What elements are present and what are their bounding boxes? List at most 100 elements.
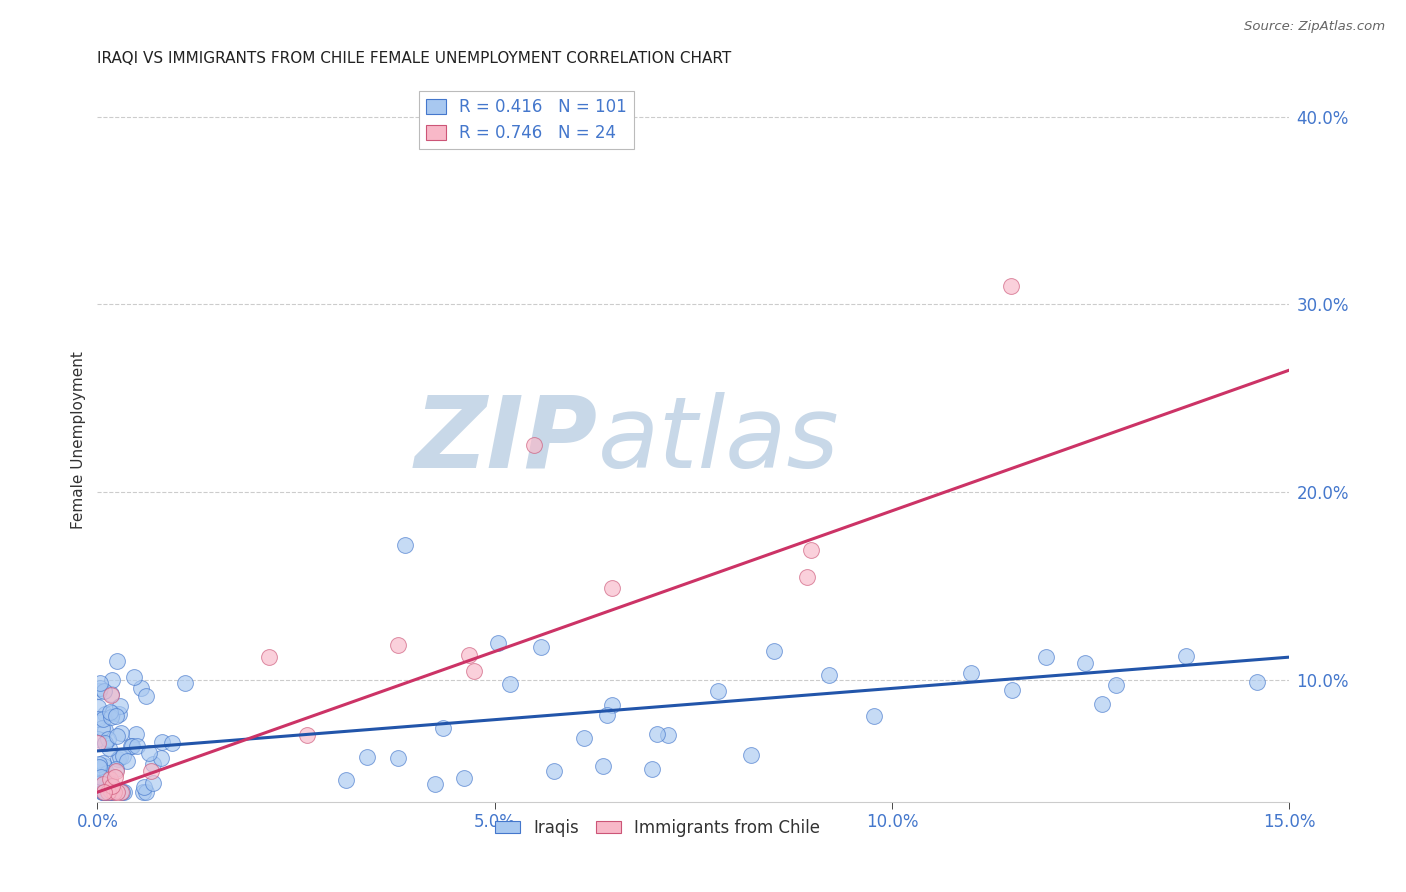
Point xyxy=(574,731,596,745)
Point xyxy=(457,648,479,662)
Point xyxy=(122,670,145,684)
Point xyxy=(959,666,981,681)
Point xyxy=(335,772,357,787)
Point xyxy=(89,676,111,690)
Point xyxy=(103,785,125,799)
Point xyxy=(160,736,183,750)
Point xyxy=(108,750,131,764)
Point xyxy=(592,759,614,773)
Point xyxy=(93,759,115,773)
Point xyxy=(107,752,129,766)
Point xyxy=(91,785,114,799)
Point xyxy=(596,708,619,723)
Point xyxy=(100,709,122,723)
Point xyxy=(101,785,124,799)
Point xyxy=(96,766,118,780)
Point xyxy=(817,668,839,682)
Y-axis label: Female Unemployment: Female Unemployment xyxy=(72,351,86,529)
Point xyxy=(257,649,280,664)
Point xyxy=(87,760,110,774)
Point xyxy=(100,688,122,702)
Point xyxy=(91,721,114,735)
Point xyxy=(90,768,112,782)
Point xyxy=(863,709,886,723)
Point xyxy=(142,775,165,789)
Text: ZIP: ZIP xyxy=(415,392,598,489)
Point xyxy=(93,723,115,737)
Point xyxy=(93,785,115,799)
Point xyxy=(94,706,117,721)
Point xyxy=(1105,678,1128,692)
Point xyxy=(1074,656,1097,670)
Point xyxy=(600,698,623,712)
Point xyxy=(90,770,112,784)
Point xyxy=(98,785,121,799)
Point xyxy=(1000,278,1022,293)
Point xyxy=(98,740,121,755)
Point xyxy=(134,780,156,794)
Point xyxy=(432,721,454,735)
Point xyxy=(105,785,128,799)
Point xyxy=(105,654,128,668)
Point xyxy=(394,538,416,552)
Text: atlas: atlas xyxy=(598,392,839,489)
Point xyxy=(142,756,165,771)
Point xyxy=(93,784,115,798)
Point xyxy=(100,785,122,799)
Point xyxy=(763,644,786,658)
Point xyxy=(499,676,522,690)
Point xyxy=(97,785,120,799)
Point xyxy=(125,727,148,741)
Point xyxy=(101,673,124,688)
Point xyxy=(131,785,153,799)
Point xyxy=(104,709,127,723)
Point xyxy=(173,676,195,690)
Point xyxy=(111,748,134,763)
Point xyxy=(87,777,110,791)
Point xyxy=(149,751,172,765)
Point xyxy=(94,785,117,799)
Point xyxy=(135,785,157,799)
Point xyxy=(86,776,108,790)
Point xyxy=(120,739,142,753)
Point xyxy=(707,684,730,698)
Legend: Iraqis, Immigrants from Chile: Iraqis, Immigrants from Chile xyxy=(488,813,827,844)
Point xyxy=(523,438,546,452)
Point xyxy=(139,764,162,778)
Point xyxy=(453,771,475,785)
Point xyxy=(127,739,149,753)
Point xyxy=(108,706,131,721)
Point xyxy=(1001,683,1024,698)
Point xyxy=(387,638,409,652)
Point xyxy=(87,757,110,772)
Point xyxy=(86,736,108,750)
Point xyxy=(105,729,128,743)
Point xyxy=(91,777,114,791)
Point xyxy=(91,712,114,726)
Point xyxy=(463,664,485,678)
Point xyxy=(641,762,664,776)
Point xyxy=(600,581,623,595)
Point xyxy=(1091,697,1114,711)
Point xyxy=(356,750,378,764)
Point xyxy=(1035,650,1057,665)
Point xyxy=(135,690,157,704)
Point xyxy=(645,727,668,741)
Point xyxy=(101,706,124,721)
Point xyxy=(97,772,120,786)
Point xyxy=(112,785,135,799)
Point xyxy=(97,732,120,747)
Point xyxy=(93,756,115,771)
Point xyxy=(740,747,762,762)
Point xyxy=(98,782,121,797)
Point xyxy=(100,687,122,701)
Point xyxy=(387,750,409,764)
Point xyxy=(94,736,117,750)
Point xyxy=(108,699,131,714)
Point xyxy=(93,684,115,698)
Point xyxy=(90,785,112,799)
Text: IRAQI VS IMMIGRANTS FROM CHILE FEMALE UNEMPLOYMENT CORRELATION CHART: IRAQI VS IMMIGRANTS FROM CHILE FEMALE UN… xyxy=(97,51,731,66)
Point xyxy=(138,746,160,760)
Point xyxy=(121,739,143,753)
Point xyxy=(87,699,110,714)
